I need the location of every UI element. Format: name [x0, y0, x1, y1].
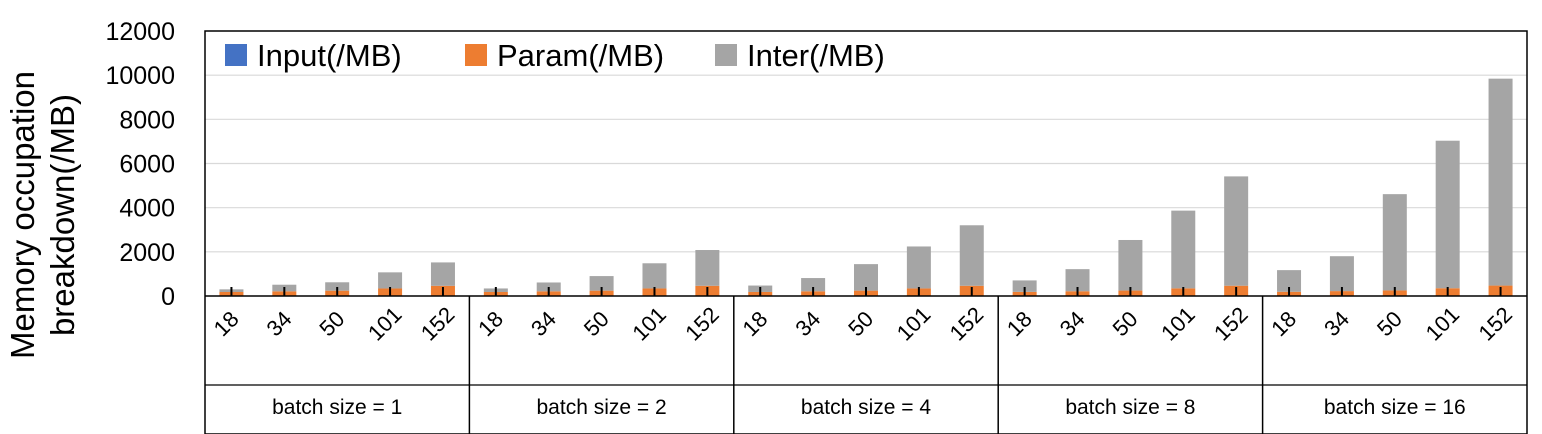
y-tick-label: 6000	[119, 151, 175, 179]
bar-segment-intermb	[430, 262, 455, 286]
bar-segment-intermb	[695, 250, 720, 286]
bar-segment-intermb	[1012, 280, 1037, 292]
bar-segment-intermb	[642, 263, 667, 289]
gridlines	[205, 74, 1527, 253]
group-label: batch size = 2	[537, 396, 667, 419]
bar-segment-intermb	[906, 246, 931, 289]
x-tick-label: 101	[363, 302, 407, 346]
bar-segment-intermb	[536, 282, 561, 292]
legend-label: Inter(/MB)	[747, 38, 885, 73]
bar-segment-intermb	[1382, 194, 1407, 291]
bar-segment-intermb	[589, 276, 614, 291]
y-tick-label: 4000	[119, 195, 175, 223]
y-tick-label: 10000	[105, 62, 175, 90]
group-label: batch size = 4	[801, 396, 931, 419]
legend-label: Param(/MB)	[497, 38, 664, 73]
bar-segment-intermb	[1118, 239, 1143, 291]
bar-segment-intermb	[1171, 210, 1196, 289]
x-tick-label: 34	[262, 306, 297, 341]
bar-segment-intermb	[325, 282, 350, 291]
x-tick-label: 50	[314, 306, 349, 341]
bar-segment-intermb	[854, 264, 878, 291]
y-axis-label-line-2: breakdown(/MB)	[44, 94, 81, 336]
y-tick-label: 2000	[119, 239, 175, 267]
bar-segment-intermb	[378, 272, 403, 289]
y-tick-label: 12000	[105, 18, 175, 46]
bar-segment-intermb	[1488, 78, 1513, 286]
x-tick-label: 152	[945, 302, 989, 346]
bar-segment-intermb	[801, 278, 826, 292]
plot-area-border	[204, 30, 1528, 434]
legend-item: Param(/MB)	[465, 38, 664, 73]
x-tick-label: 50	[843, 306, 878, 341]
bar-segment-intermb	[1277, 270, 1302, 292]
x-tick-label: 34	[1319, 306, 1354, 341]
x-tick-label: 50	[579, 306, 614, 341]
legend-swatch	[465, 44, 487, 66]
bars	[219, 78, 1513, 296]
x-tick-label: 34	[526, 306, 561, 341]
x-tick-label: 50	[1372, 306, 1407, 341]
x-tick-label: 34	[1055, 306, 1090, 341]
group-label: batch size = 8	[1065, 396, 1195, 419]
legend-label: Input(/MB)	[257, 38, 402, 73]
x-tick-label: 18	[473, 306, 508, 341]
y-axis-label: Memory occupation breakdown(/MB)	[4, 71, 81, 359]
bar-segment-intermb	[1329, 256, 1354, 292]
x-tick-label: 50	[1108, 306, 1143, 341]
x-tick-label: 152	[416, 302, 460, 346]
x-tick-label: 34	[790, 306, 825, 341]
y-tick-labels: 0 2000 4000 6000 8000 10000 12000	[105, 18, 175, 311]
x-tick-label: 101	[627, 302, 671, 346]
x-tick-label: 101	[1421, 302, 1465, 346]
legend-swatch	[715, 44, 737, 66]
bar-segment-intermb	[1224, 176, 1249, 286]
y-axis-label-line-1: Memory occupation	[4, 71, 41, 359]
legend-swatch	[225, 44, 247, 66]
x-tick-label: 101	[1156, 302, 1200, 346]
bar-segment-intermb	[1435, 140, 1460, 289]
x-tick-label: 18	[737, 306, 772, 341]
x-tick-label: 152	[1209, 302, 1253, 346]
x-tick-label: 152	[680, 302, 724, 346]
legend-item: Inter(/MB)	[715, 38, 885, 73]
y-tick-label: 8000	[119, 106, 175, 134]
group-label: batch size = 16	[1324, 396, 1466, 419]
group-label: batch size = 1	[272, 396, 402, 419]
x-tick-label: 101	[892, 302, 936, 346]
legend: Input(/MB) Param(/MB) Inter(/MB)	[225, 38, 885, 73]
x-tick-label: 18	[209, 306, 244, 341]
y-tick-label: 0	[161, 283, 175, 311]
x-tick-label: 152	[1473, 302, 1517, 346]
bar-segment-intermb	[959, 225, 984, 286]
bar-segment-intermb	[1065, 269, 1090, 292]
x-tick-label: 18	[1266, 306, 1301, 341]
x-tick-label: 18	[1002, 306, 1037, 341]
legend-item: Input(/MB)	[225, 38, 402, 73]
